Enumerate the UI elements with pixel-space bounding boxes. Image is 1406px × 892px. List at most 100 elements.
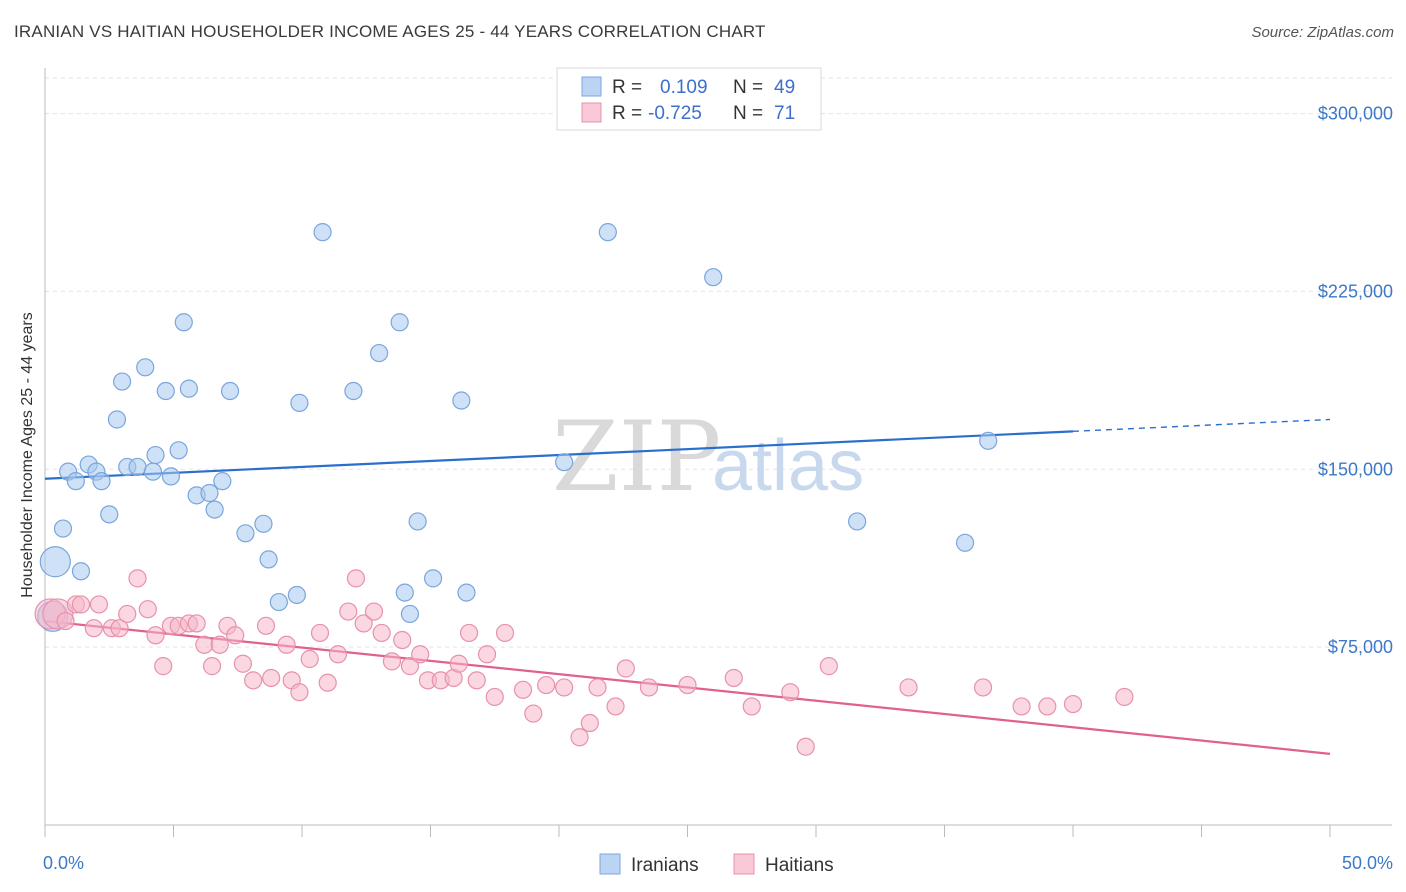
iranian-point bbox=[313, 223, 332, 242]
haitian-point bbox=[290, 683, 309, 702]
haitian-point bbox=[1063, 694, 1083, 714]
iranian-point bbox=[220, 381, 240, 401]
haitian-point bbox=[110, 619, 129, 638]
iranian-point bbox=[205, 500, 224, 519]
legend-n-value-2: 71 bbox=[774, 103, 795, 124]
haitian-point bbox=[1012, 697, 1031, 716]
bottom-legend-swatch-haitians bbox=[733, 853, 755, 875]
iranian-point bbox=[112, 372, 132, 391]
haitian-point bbox=[354, 614, 373, 633]
iranian-point bbox=[236, 524, 255, 543]
legend-n-label-1: N = bbox=[733, 77, 763, 98]
iranian-point bbox=[136, 358, 155, 377]
tick-labels: $75,000 $150,000 $225,000 $300,000 0.0% 50.0% bbox=[43, 104, 1393, 873]
haitian-point bbox=[118, 604, 137, 624]
y-axis-label: Householder Income Ages 25 - 44 years bbox=[19, 312, 36, 598]
haitian-point bbox=[485, 687, 504, 707]
haitian-point bbox=[256, 616, 276, 635]
iranian-point bbox=[452, 391, 471, 410]
haitian-point bbox=[400, 657, 420, 676]
haitian-point bbox=[244, 671, 263, 690]
iranian-point bbox=[100, 505, 119, 524]
iranian-point bbox=[955, 533, 975, 552]
haitian-point bbox=[202, 657, 222, 676]
iranian-point bbox=[287, 585, 306, 605]
iranian-point bbox=[848, 512, 867, 531]
iranian-point bbox=[200, 483, 219, 503]
iranian-point bbox=[53, 519, 73, 538]
haitian-point bbox=[678, 675, 697, 695]
haitian-point bbox=[537, 675, 556, 695]
haitian-point bbox=[372, 623, 391, 643]
haitian-point bbox=[973, 678, 993, 697]
legend-box: R = 0.109 N = 49 R = -0.725 N = 71 bbox=[556, 67, 822, 131]
source-label: Source: ZipAtlas.com bbox=[1251, 24, 1394, 41]
haitian-point bbox=[524, 704, 543, 723]
legend-swatch-iranians bbox=[581, 76, 602, 97]
watermark-zip: ZIP bbox=[552, 401, 721, 513]
bottom-legend-haitians: Haitians bbox=[765, 855, 834, 876]
iranian-point bbox=[979, 431, 998, 450]
iranian-point bbox=[169, 441, 188, 460]
iranian-point bbox=[71, 562, 91, 581]
y-tick-label: $300,000 bbox=[1318, 104, 1393, 124]
haitian-point bbox=[570, 728, 589, 747]
haitian-point bbox=[899, 678, 918, 697]
haitian-point bbox=[1115, 687, 1134, 707]
iranian-point bbox=[555, 453, 574, 472]
haitian-point bbox=[580, 713, 599, 733]
haitian-point bbox=[328, 645, 348, 664]
iranian-point bbox=[598, 223, 617, 242]
iranian-point bbox=[370, 343, 389, 363]
haitian-point bbox=[300, 649, 319, 669]
haitian-point bbox=[84, 619, 103, 638]
iranian-point bbox=[161, 467, 181, 486]
haitian-point bbox=[89, 595, 109, 614]
x-tick-label-max: 50.0% bbox=[1342, 853, 1393, 873]
iranian-point bbox=[146, 445, 165, 465]
iranian-point bbox=[179, 379, 199, 398]
haitian-point bbox=[310, 623, 330, 643]
watermark-atlas: atlas bbox=[712, 426, 864, 506]
haitian-point bbox=[781, 683, 800, 702]
legend-n-value-1: 49 bbox=[774, 77, 795, 98]
x-tick-label-min: 0.0% bbox=[43, 853, 84, 873]
y-tick-label: $150,000 bbox=[1318, 459, 1393, 479]
y-tick-label: $75,000 bbox=[1328, 637, 1393, 657]
haitian-point bbox=[616, 659, 635, 678]
haitian-point bbox=[819, 657, 838, 676]
haitian-point bbox=[146, 626, 165, 645]
haitian-point bbox=[154, 657, 173, 676]
iranian-point bbox=[107, 410, 127, 429]
haitian-point bbox=[393, 630, 412, 650]
iranian-point bbox=[704, 268, 723, 287]
iranian-point bbox=[39, 546, 71, 578]
iranian-point bbox=[395, 583, 414, 602]
y-tick-label: $225,000 bbox=[1318, 281, 1393, 301]
iranian-point bbox=[390, 313, 409, 332]
iranian-point bbox=[174, 313, 193, 332]
iranian-point bbox=[92, 472, 111, 491]
legend-swatch-haitians bbox=[581, 102, 602, 123]
haitian-point bbox=[477, 645, 497, 664]
bottom-legend-iranians: Iranians bbox=[631, 855, 699, 876]
haitian-point bbox=[639, 678, 659, 697]
iranian-point bbox=[259, 550, 278, 569]
haitian-point bbox=[195, 635, 214, 654]
iranian-point bbox=[156, 381, 175, 401]
haitian-point bbox=[724, 668, 743, 688]
haitian-point bbox=[382, 652, 402, 671]
haitian-point bbox=[364, 602, 384, 621]
haitian-point bbox=[467, 671, 486, 690]
haitian-point bbox=[606, 697, 625, 716]
haitian-point bbox=[346, 569, 366, 588]
legend-r-label-2: R = bbox=[612, 103, 642, 124]
data-points bbox=[34, 223, 1134, 756]
iranian-trend-extension bbox=[1072, 418, 1331, 433]
haitian-point bbox=[459, 623, 479, 643]
iranian-point bbox=[423, 569, 443, 588]
iranian-point bbox=[400, 604, 420, 624]
iranian-point bbox=[128, 457, 147, 477]
haitian-point bbox=[277, 635, 296, 654]
